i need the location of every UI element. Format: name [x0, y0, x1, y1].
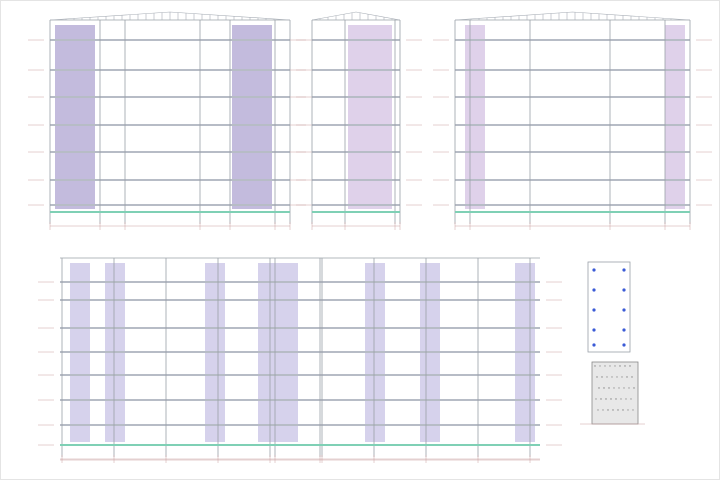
aggregate	[597, 409, 599, 411]
aggregate	[611, 376, 613, 378]
aggregate	[596, 376, 598, 378]
rebar	[622, 308, 626, 312]
rebar	[592, 328, 596, 332]
aggregate	[595, 398, 597, 400]
aggregate	[624, 365, 626, 367]
aggregate	[612, 409, 614, 411]
aggregate	[600, 398, 602, 400]
aggregate	[633, 387, 635, 389]
rebar	[622, 288, 626, 292]
aggregate	[609, 365, 611, 367]
rebar	[622, 343, 626, 347]
aggregate	[622, 409, 624, 411]
aggregate	[621, 376, 623, 378]
rebar	[622, 268, 626, 272]
rebar	[592, 268, 596, 272]
aggregate	[616, 376, 618, 378]
aggregate	[628, 387, 630, 389]
detail-frame	[587, 261, 631, 353]
aggregate	[614, 365, 616, 367]
aggregate	[605, 398, 607, 400]
aggregate	[626, 376, 628, 378]
aggregate	[608, 387, 610, 389]
rebar	[622, 328, 626, 332]
aggregate	[630, 398, 632, 400]
aggregate	[625, 398, 627, 400]
rebar	[592, 288, 596, 292]
aggregate	[631, 376, 633, 378]
aggregate	[618, 387, 620, 389]
aggregate	[627, 409, 629, 411]
aggregate	[623, 387, 625, 389]
wall-panel	[232, 25, 272, 209]
wall-panel	[232, 25, 272, 209]
aggregate	[615, 398, 617, 400]
drawing-layer	[28, 11, 712, 463]
aggregate	[617, 409, 619, 411]
wall-panel	[665, 25, 685, 209]
roof-truss	[311, 11, 401, 21]
aggregate	[632, 409, 634, 411]
rebar	[592, 308, 596, 312]
aggregate	[603, 387, 605, 389]
rebar	[592, 343, 596, 347]
wall-panel	[55, 25, 95, 209]
aggregate	[601, 376, 603, 378]
wall-panel	[348, 25, 392, 209]
aggregate	[594, 365, 596, 367]
footing-section	[591, 361, 639, 425]
aggregate	[598, 387, 600, 389]
aggregate	[629, 365, 631, 367]
aggregate	[604, 365, 606, 367]
aggregate	[619, 365, 621, 367]
aggregate	[602, 409, 604, 411]
roof-truss	[454, 11, 691, 21]
aggregate	[613, 387, 615, 389]
aggregate	[606, 376, 608, 378]
wall-panel	[465, 25, 485, 209]
aggregate	[607, 409, 609, 411]
aggregate	[599, 365, 601, 367]
aggregate	[610, 398, 612, 400]
aggregate	[620, 398, 622, 400]
wall-panel	[55, 25, 95, 209]
